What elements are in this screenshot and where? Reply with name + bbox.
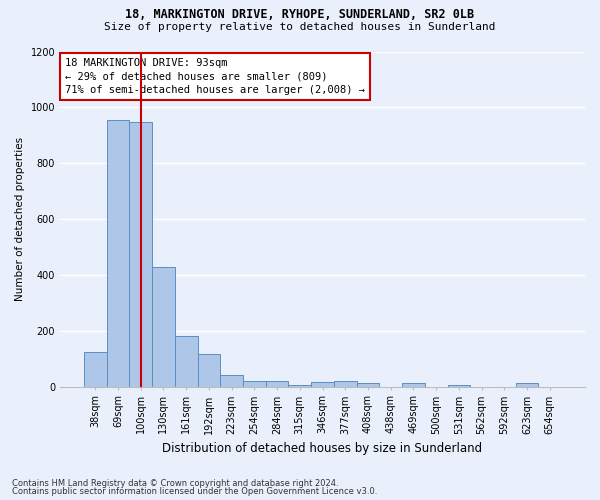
Bar xyxy=(334,381,356,386)
Text: Size of property relative to detached houses in Sunderland: Size of property relative to detached ho… xyxy=(104,22,496,32)
Bar xyxy=(356,383,379,386)
Bar xyxy=(130,122,152,386)
Bar xyxy=(175,336,197,386)
Text: Contains public sector information licensed under the Open Government Licence v3: Contains public sector information licen… xyxy=(12,487,377,496)
Bar xyxy=(311,382,334,386)
Bar xyxy=(84,352,107,386)
Text: 18 MARKINGTON DRIVE: 93sqm
← 29% of detached houses are smaller (809)
71% of sem: 18 MARKINGTON DRIVE: 93sqm ← 29% of deta… xyxy=(65,58,365,94)
Bar xyxy=(402,383,425,386)
Text: Contains HM Land Registry data © Crown copyright and database right 2024.: Contains HM Land Registry data © Crown c… xyxy=(12,478,338,488)
Bar xyxy=(220,374,243,386)
Bar xyxy=(515,383,538,386)
Bar xyxy=(107,120,130,386)
Text: 18, MARKINGTON DRIVE, RYHOPE, SUNDERLAND, SR2 0LB: 18, MARKINGTON DRIVE, RYHOPE, SUNDERLAND… xyxy=(125,8,475,20)
Bar xyxy=(152,267,175,386)
Bar xyxy=(197,354,220,386)
X-axis label: Distribution of detached houses by size in Sunderland: Distribution of detached houses by size … xyxy=(163,442,482,455)
Bar xyxy=(266,381,289,386)
Y-axis label: Number of detached properties: Number of detached properties xyxy=(15,137,25,301)
Bar xyxy=(243,380,266,386)
